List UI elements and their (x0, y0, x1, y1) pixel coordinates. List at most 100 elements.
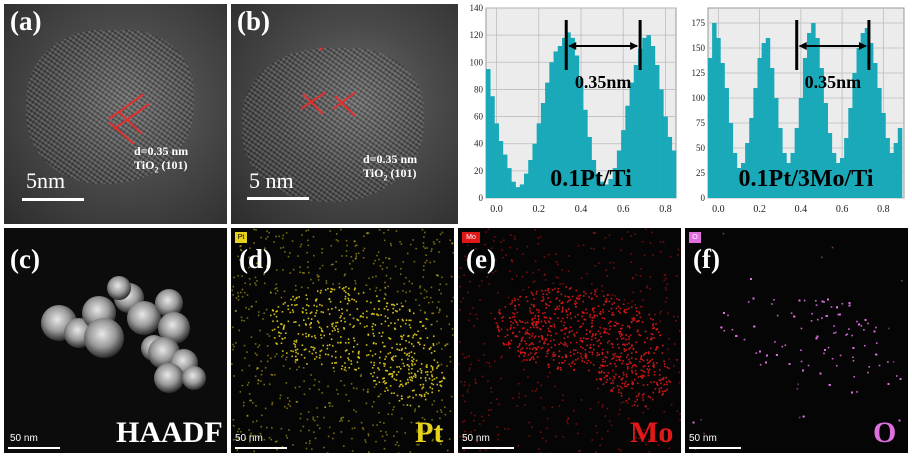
signal-dot (692, 421, 695, 424)
signal-dot (396, 394, 399, 397)
signal-dot (482, 420, 485, 422)
signal-dot (372, 262, 375, 265)
signal-dot (601, 353, 604, 355)
signal-dot (461, 353, 464, 355)
signal-dot (663, 363, 666, 365)
signal-dot (535, 321, 538, 323)
signal-dot (303, 349, 306, 351)
signal-dot (825, 315, 828, 317)
signal-dot (759, 350, 761, 353)
signal-dot (635, 372, 637, 375)
signal-dot (298, 296, 300, 298)
signal-dot (601, 348, 604, 351)
signal-dot (526, 332, 529, 335)
signal-dot (546, 350, 549, 353)
bar (663, 116, 668, 198)
signal-dot (340, 320, 342, 322)
signal-dot (386, 302, 388, 305)
signal-dot (634, 303, 636, 306)
signal-dot (276, 440, 278, 443)
signal-dot (623, 350, 626, 353)
bar (536, 123, 542, 198)
signal-dot (678, 371, 681, 374)
signal-dot (320, 363, 323, 366)
signal-dot (502, 239, 505, 242)
signal-dot (520, 321, 522, 323)
signal-dot (308, 350, 311, 353)
signal-dot (467, 291, 469, 294)
signal-dot (319, 303, 321, 306)
signal-dot (631, 366, 633, 369)
signal-dot (313, 335, 316, 337)
signal-dot (562, 343, 564, 346)
signal-dot (557, 263, 559, 266)
signal-dot (537, 321, 540, 324)
signal-dot (860, 325, 863, 327)
signal-dot (797, 383, 800, 386)
signal-dot (581, 315, 584, 318)
signal-dot (636, 330, 639, 333)
signal-dot (350, 256, 353, 258)
signal-dot (564, 354, 567, 356)
signal-dot (458, 275, 460, 278)
signal-dot (803, 299, 806, 302)
signal-dot (356, 361, 359, 364)
signal-dot (373, 401, 375, 403)
signal-dot (823, 352, 825, 355)
signal-dot (408, 324, 411, 326)
signal-dot (659, 334, 661, 337)
signal-dot (428, 301, 430, 304)
signal-dot (370, 372, 372, 375)
signal-dot (340, 416, 343, 419)
signal-dot (403, 282, 406, 285)
signal-dot (618, 413, 620, 416)
signal-dot (663, 274, 666, 277)
signal-dot (532, 332, 534, 335)
signal-dot (312, 236, 315, 238)
signal-dot (231, 363, 233, 365)
signal-dot (524, 352, 526, 355)
signal-dot (384, 287, 387, 289)
signal-dot (388, 337, 390, 339)
bar (881, 113, 886, 198)
signal-dot (848, 302, 851, 304)
signal-dot (510, 234, 512, 236)
signal-dot (333, 288, 336, 291)
signal-dot (622, 343, 624, 346)
signal-dot (548, 321, 551, 324)
signal-dot (283, 290, 286, 293)
signal-dot (354, 287, 356, 290)
signal-dot (606, 275, 609, 277)
signal-dot (603, 247, 605, 250)
signal-dot (355, 300, 358, 303)
signal-dot (452, 251, 454, 254)
signal-dot (553, 313, 556, 315)
signal-dot (329, 300, 332, 303)
signal-dot (392, 359, 394, 362)
signal-dot (391, 358, 393, 361)
signal-dot (284, 251, 286, 253)
signal-dot (518, 344, 521, 347)
signal-dot (411, 343, 413, 345)
signal-dot (645, 228, 647, 230)
signal-dot (430, 250, 433, 252)
signal-dot (618, 347, 620, 349)
signal-dot (665, 277, 667, 280)
signal-dot (536, 323, 538, 326)
signal-dot (385, 274, 388, 277)
signal-dot (873, 330, 876, 333)
signal-dot (431, 312, 433, 315)
bar (728, 123, 734, 198)
signal-dot (257, 311, 260, 313)
signal-dot (295, 351, 297, 354)
signal-dot (451, 328, 454, 330)
signal-dot (251, 305, 253, 308)
signal-dot (409, 290, 411, 293)
signal-dot (536, 290, 538, 293)
signal-dot (544, 338, 547, 340)
signal-dot (311, 448, 313, 450)
signal-dot (357, 352, 360, 355)
signal-dot (422, 383, 425, 386)
signal-dot (295, 297, 298, 300)
signal-dot (675, 275, 678, 277)
